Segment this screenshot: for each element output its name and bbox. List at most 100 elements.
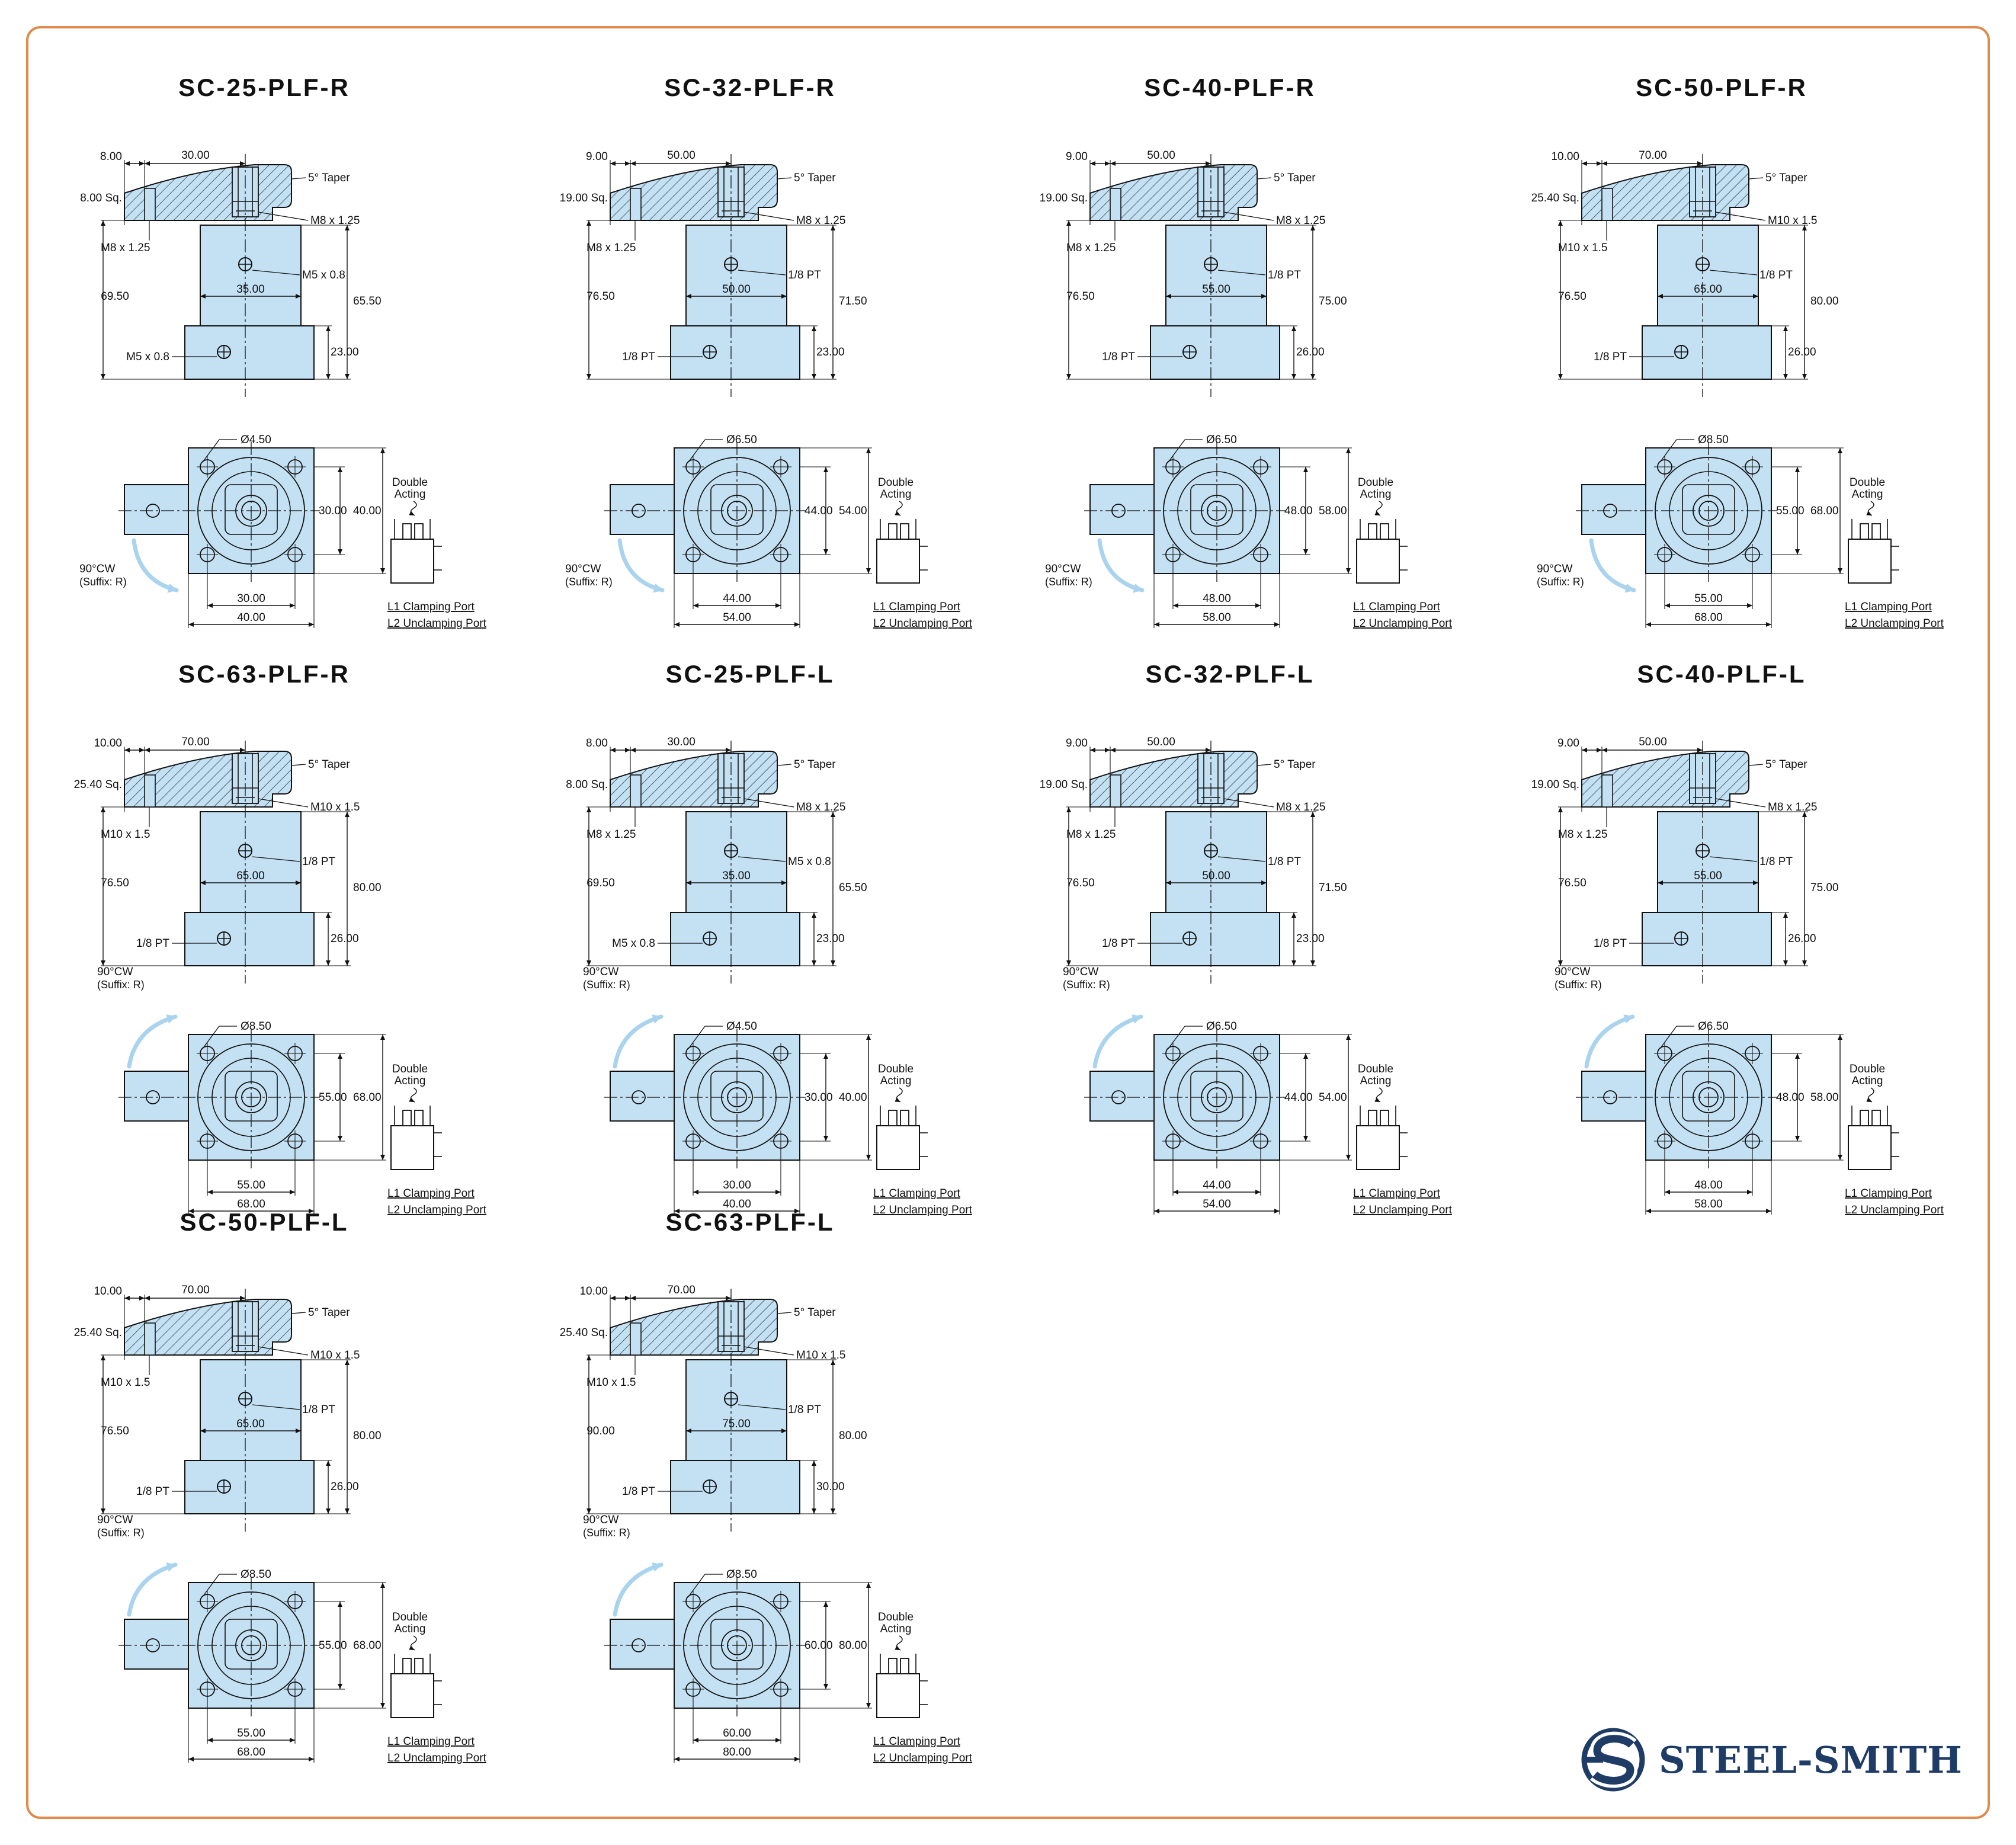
tip-thread-label: M10 x 1.5 xyxy=(1558,242,1607,254)
dim-tip-offset: 9.00 xyxy=(1066,150,1088,163)
drawing-sc-50-plf-r: SC-50-PLF-R 10.00 70.00 25.40 Sq. 5° Taper M1… xyxy=(1531,73,1944,630)
lower-port-label: 1/8 PT xyxy=(1594,937,1627,950)
cylinder-body xyxy=(685,225,787,326)
dim-body-height: 65.50 xyxy=(353,295,382,308)
dim-inner-h: 30.00 xyxy=(723,1179,751,1191)
cylinder-body xyxy=(200,225,302,326)
dim-base-height: 26.00 xyxy=(1296,346,1325,358)
model-title: SC-40-PLF-L xyxy=(1637,660,1806,688)
cylinder-base xyxy=(670,1460,800,1514)
dim-body-width: 75.00 xyxy=(722,1418,751,1430)
drawing-sc-40-plf-r: SC-40-PLF-R 9.00 50.00 19.00 Sq. 5° Taper M8 … xyxy=(1040,73,1453,630)
rotation-suffix: (Suffix: R) xyxy=(583,1527,630,1539)
cylinder-symbol xyxy=(1356,1125,1400,1170)
dim-total-height: 76.50 xyxy=(1558,877,1586,889)
l2-port-label: L2 Unclamping Port xyxy=(387,617,487,630)
l2-port-label: L2 Unclamping Port xyxy=(1353,617,1453,630)
tip-screw xyxy=(630,1322,642,1356)
double-acting-label: Double xyxy=(878,1063,914,1075)
dim-tip-offset: 10.00 xyxy=(1551,150,1579,163)
dim-inner-v: 55.00 xyxy=(319,1091,347,1104)
dim-body-width: 55.00 xyxy=(1202,283,1230,296)
double-acting-label: Double xyxy=(1358,1063,1393,1075)
tip-screw xyxy=(630,774,642,808)
tip-thread-label: M8 x 1.25 xyxy=(1066,242,1116,254)
dim-outer-h: 58.00 xyxy=(1203,611,1231,624)
l1-port-label: L1 Clamping Port xyxy=(387,1735,475,1748)
dim-square: 8.00 Sq. xyxy=(80,192,122,204)
taper-label: 5° Taper xyxy=(794,1306,836,1319)
dim-outer-v: 80.00 xyxy=(839,1639,867,1652)
l2-port-label: L2 Unclamping Port xyxy=(387,1204,487,1216)
taper-label: 5° Taper xyxy=(1274,172,1316,184)
bore-circle xyxy=(1655,1043,1762,1151)
dim-base-height: 26.00 xyxy=(331,1481,359,1493)
lower-port-label: 1/8 PT xyxy=(136,1485,169,1498)
drawing-sc-25-plf-l: SC-25-PLF-L 8.00 30.00 8.00 Sq. 5° Taper M8 x… xyxy=(566,660,972,1216)
bore-circle xyxy=(1163,1043,1271,1151)
l2-port-label: L2 Unclamping Port xyxy=(1845,1204,1944,1216)
upper-port-label: 1/8 PT xyxy=(1759,856,1793,868)
model-title: SC-32-PLF-L xyxy=(1146,660,1315,688)
cylinder-body xyxy=(200,811,302,913)
double-acting-label-2: Acting xyxy=(395,1623,426,1635)
center-thread-label: M10 x 1.5 xyxy=(1768,214,1817,227)
hole-diameter-label: Ø4.50 xyxy=(241,434,271,446)
double-acting-label: Double xyxy=(392,1063,428,1075)
double-acting-label: Double xyxy=(392,1611,428,1623)
l1-port-label: L1 Clamping Port xyxy=(387,601,475,613)
rotation-arrow-icon xyxy=(1092,1014,1143,1069)
dim-outer-v: 54.00 xyxy=(1319,1091,1347,1104)
dim-total-height: 76.50 xyxy=(1066,290,1095,303)
double-acting-label: Double xyxy=(1850,476,1885,489)
bore-circle xyxy=(683,1043,791,1151)
l1-port-label: L1 Clamping Port xyxy=(1353,1187,1441,1200)
tip-screw xyxy=(1110,188,1121,221)
rotation-suffix: (Suffix: R) xyxy=(583,979,630,991)
hole-diameter-label: Ø6.50 xyxy=(1698,1020,1729,1033)
dim-square: 19.00 Sq. xyxy=(1040,192,1088,204)
dim-total-height: 69.50 xyxy=(101,290,129,303)
tip-thread-label: M10 x 1.5 xyxy=(101,828,150,841)
rotation-label: 90°CW xyxy=(97,966,133,978)
dim-body-height: 71.50 xyxy=(1319,882,1347,894)
dim-inner-v: 55.00 xyxy=(1776,505,1805,517)
cylinder-body xyxy=(1165,225,1267,326)
rotation-label: 90°CW xyxy=(97,1514,133,1526)
dim-arm-length: 50.00 xyxy=(1639,736,1667,748)
center-thread-label: M8 x 1.25 xyxy=(796,801,845,813)
dim-base-height: 23.00 xyxy=(331,346,359,358)
dim-inner-v: 60.00 xyxy=(805,1639,833,1652)
rotation-label: 90°CW xyxy=(79,563,115,575)
center-thread-label: M8 x 1.25 xyxy=(1276,214,1325,227)
cylinder-symbol xyxy=(876,1673,920,1718)
rotation-arrow-icon xyxy=(1097,538,1145,593)
cylinder-base xyxy=(1642,912,1772,966)
dim-inner-h: 30.00 xyxy=(237,592,265,605)
l1-port-label: L1 Clamping Port xyxy=(873,1187,961,1200)
dim-arm-length: 30.00 xyxy=(181,149,210,162)
taper-label: 5° Taper xyxy=(308,758,350,771)
rotation-arrow-icon xyxy=(1584,1014,1635,1069)
dim-inner-h: 48.00 xyxy=(1694,1179,1723,1191)
double-acting-label-2: Acting xyxy=(880,1075,912,1087)
dim-body-width: 55.00 xyxy=(1694,870,1722,882)
dim-inner-h: 44.00 xyxy=(723,592,751,605)
l2-port-label: L2 Unclamping Port xyxy=(873,1752,973,1764)
drawing-sc-32-plf-l: SC-32-PLF-L 9.00 50.00 19.00 Sq. 5° Taper M8 … xyxy=(1040,660,1453,1216)
upper-port-label: M5 x 0.8 xyxy=(788,856,831,868)
model-title: SC-63-PLF-L xyxy=(666,1208,835,1236)
dim-inner-v: 30.00 xyxy=(319,505,347,517)
rotation-suffix: (Suffix: R) xyxy=(1537,576,1584,588)
dim-base-height: 23.00 xyxy=(816,933,845,945)
l1-port-label: L1 Clamping Port xyxy=(873,601,961,613)
cylinder-symbol xyxy=(390,1673,434,1718)
dim-inner-v: 44.00 xyxy=(805,505,833,517)
dim-tip-offset: 8.00 xyxy=(586,737,608,749)
hole-diameter-label: Ø8.50 xyxy=(241,1020,271,1033)
dim-tip-offset: 9.00 xyxy=(586,150,608,163)
dim-square: 19.00 Sq. xyxy=(560,192,608,204)
dim-total-height: 69.50 xyxy=(586,877,615,889)
rotation-label: 90°CW xyxy=(583,966,618,978)
bore-circle xyxy=(1163,457,1271,565)
